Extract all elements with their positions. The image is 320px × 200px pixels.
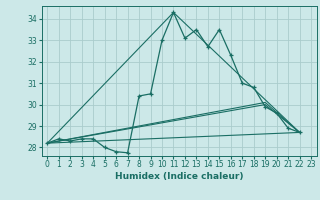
X-axis label: Humidex (Indice chaleur): Humidex (Indice chaleur) xyxy=(115,172,244,181)
